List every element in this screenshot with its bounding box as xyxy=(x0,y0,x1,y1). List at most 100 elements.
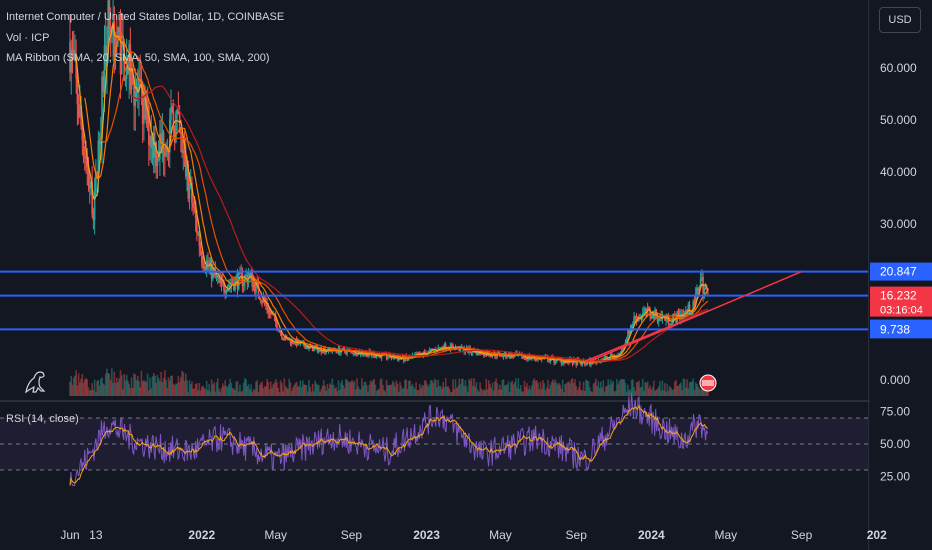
volume-bar xyxy=(538,389,541,396)
volume-bar xyxy=(629,389,632,396)
candle-body xyxy=(228,284,230,288)
volume-bar xyxy=(146,373,149,396)
price-label-9-738: 9.738 xyxy=(880,322,910,336)
volume-bar xyxy=(529,389,532,396)
price-label-16-232-countdown: 03:16:04 xyxy=(880,305,923,317)
volume-bar xyxy=(572,382,575,396)
candle-body xyxy=(697,288,699,292)
volume-bar xyxy=(204,389,207,396)
ma-ribbon-legend[interactable]: MA Ribbon (SMA, 20, SMA, 50, SMA, 100, S… xyxy=(6,52,270,64)
candle-body xyxy=(483,354,485,357)
volume-bar xyxy=(271,387,273,396)
candle-body xyxy=(258,295,261,300)
candle-body xyxy=(554,361,557,363)
candle-body xyxy=(176,109,178,114)
volume-bar xyxy=(239,384,241,396)
volume-bar xyxy=(608,384,611,396)
trendline-2[interactable] xyxy=(584,310,709,362)
candle-body xyxy=(638,316,640,318)
volume-bar xyxy=(191,381,193,396)
volume-bar xyxy=(457,386,459,396)
volume-bar xyxy=(330,384,332,396)
candle-body xyxy=(398,357,400,361)
volume-bar xyxy=(350,381,352,396)
candle-body xyxy=(92,214,95,221)
volume-bar xyxy=(252,389,255,396)
volume-legend[interactable]: Vol · ICP xyxy=(6,32,50,44)
candle-body xyxy=(276,322,278,330)
volume-bar xyxy=(322,380,325,396)
candle-body xyxy=(85,158,87,162)
volume-bar xyxy=(485,379,488,396)
volume-bar xyxy=(72,377,75,396)
volume-bar xyxy=(70,376,73,396)
volume-bar xyxy=(697,386,699,396)
symbol-legend[interactable]: Internet Computer / United States Dollar… xyxy=(6,11,285,23)
volume-bar xyxy=(462,378,464,396)
volume-bar xyxy=(214,391,217,396)
candle-body xyxy=(526,357,528,360)
price-tick-label: 0.000 xyxy=(880,373,910,387)
rsi-legend[interactable]: RSI (14, close) xyxy=(6,413,79,425)
candle-body xyxy=(608,357,611,359)
candle-body xyxy=(489,355,491,357)
candle-body xyxy=(160,133,162,145)
volume-bar xyxy=(671,390,674,396)
volume-bar xyxy=(640,386,643,396)
volume-bar xyxy=(702,389,704,396)
volume-bar xyxy=(487,380,490,396)
volume-bar xyxy=(257,391,260,396)
volume-bar xyxy=(483,389,485,396)
candle-body xyxy=(69,42,71,73)
volume-bar xyxy=(86,379,89,396)
drawn-lines[interactable] xyxy=(0,270,868,365)
price-label-20-847: 20.847 xyxy=(880,265,917,279)
candle-body xyxy=(449,344,452,350)
candle-body xyxy=(490,355,493,357)
volume-bar xyxy=(624,382,627,396)
volume-bar xyxy=(588,387,591,396)
volume-bar xyxy=(383,389,385,396)
x-tick-label: 2022 xyxy=(188,528,215,542)
candle-body xyxy=(704,288,707,290)
candle-body xyxy=(155,142,158,166)
candle-body xyxy=(561,361,564,364)
candle-body xyxy=(352,353,355,355)
volume-bar xyxy=(601,387,603,396)
candle-body xyxy=(148,105,150,145)
candle-body xyxy=(136,87,139,92)
volume-bar xyxy=(362,386,364,396)
volume-bar xyxy=(170,376,172,396)
volume-bar xyxy=(435,379,437,396)
candle-body xyxy=(423,351,426,354)
volume-bar xyxy=(426,384,428,396)
candle-body xyxy=(701,277,703,279)
volume-bar xyxy=(284,386,287,396)
volume-bar xyxy=(693,389,696,396)
volume-bar xyxy=(558,382,560,396)
candle-body xyxy=(609,354,612,358)
volume-bar xyxy=(580,389,582,396)
price-tick-label: 60.000 xyxy=(880,61,917,75)
candle-body xyxy=(141,86,144,124)
volume-bar xyxy=(571,378,574,396)
candle-body xyxy=(549,359,552,362)
volume-bar xyxy=(268,389,271,396)
candle-body xyxy=(247,277,250,284)
volume-bar xyxy=(517,378,520,396)
volume-bar xyxy=(305,385,308,396)
volume-bar xyxy=(688,382,691,396)
pane-separator[interactable] xyxy=(0,400,870,402)
currency-button[interactable]: USD xyxy=(879,7,921,33)
volume-bar xyxy=(473,378,475,396)
candle-body xyxy=(231,283,234,285)
volume-bar xyxy=(324,385,326,396)
volume-bar xyxy=(132,387,134,396)
candle-body xyxy=(220,280,223,284)
candle-body xyxy=(644,308,646,312)
candle-body xyxy=(622,347,624,349)
candle-body xyxy=(555,358,558,362)
candle-body xyxy=(102,76,105,92)
candle-body xyxy=(235,276,238,279)
